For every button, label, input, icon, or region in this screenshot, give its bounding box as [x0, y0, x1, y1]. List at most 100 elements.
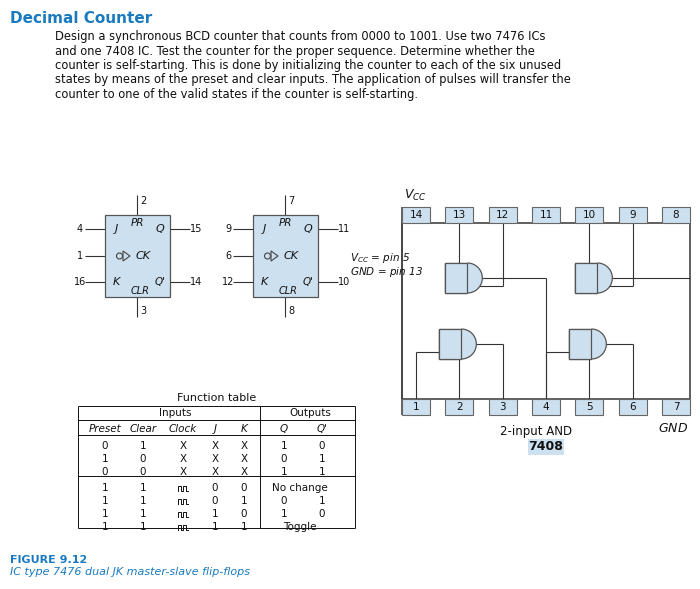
Bar	[489, 207, 517, 223]
Polygon shape	[592, 329, 606, 359]
Text: Q': Q'	[302, 277, 314, 287]
Text: J: J	[114, 224, 118, 234]
Text: 0: 0	[140, 467, 146, 477]
Polygon shape	[597, 263, 612, 293]
Text: 1: 1	[318, 454, 326, 464]
Text: 10: 10	[583, 210, 596, 220]
Text: 3: 3	[140, 306, 146, 316]
Text: 1: 1	[102, 483, 108, 493]
Bar	[402, 399, 430, 415]
Bar	[402, 207, 430, 223]
Text: 1: 1	[241, 496, 247, 506]
Text: 9: 9	[225, 224, 231, 234]
Text: X: X	[240, 441, 248, 451]
Text: 0: 0	[281, 454, 287, 464]
Text: 13: 13	[453, 210, 466, 220]
Text: K: K	[113, 277, 120, 287]
Text: 0: 0	[211, 483, 218, 493]
Text: 0: 0	[102, 441, 108, 451]
Text: X: X	[240, 454, 248, 464]
Bar	[575, 263, 597, 293]
Text: X: X	[211, 454, 218, 464]
Text: Q': Q'	[316, 424, 328, 434]
Text: 16: 16	[74, 277, 86, 287]
Bar	[662, 399, 690, 415]
Text: states by means of the preset and clear inputs. The application of pulses will t: states by means of the preset and clear …	[55, 74, 571, 87]
Text: 7: 7	[673, 402, 679, 412]
Text: 11: 11	[540, 210, 552, 220]
Text: CK: CK	[284, 251, 298, 261]
Text: 4: 4	[77, 224, 83, 234]
Bar	[532, 207, 560, 223]
Text: CLR: CLR	[131, 286, 149, 296]
Bar	[489, 399, 517, 415]
Text: X: X	[211, 467, 218, 477]
Bar	[445, 263, 468, 293]
Text: Outputs: Outputs	[289, 408, 331, 418]
Text: 1: 1	[77, 251, 83, 261]
Text: K: K	[241, 424, 247, 434]
Text: 1: 1	[102, 509, 108, 519]
Bar	[575, 399, 603, 415]
Text: 1: 1	[140, 509, 146, 519]
Text: 1: 1	[318, 496, 326, 506]
Text: $GND$: $GND$	[658, 422, 688, 435]
Bar	[569, 329, 591, 359]
Text: Toggle: Toggle	[284, 522, 316, 532]
Text: 1: 1	[281, 467, 287, 477]
Text: Q: Q	[280, 424, 288, 434]
Bar	[619, 399, 647, 415]
Text: 1: 1	[413, 402, 419, 412]
Text: FIGURE 9.12: FIGURE 9.12	[10, 555, 88, 565]
Text: 1: 1	[102, 522, 108, 532]
Bar	[619, 207, 647, 223]
Text: 15: 15	[190, 224, 202, 234]
Text: 6: 6	[225, 251, 231, 261]
Bar	[105, 215, 170, 297]
Text: $GND$ = pin 13: $GND$ = pin 13	[350, 265, 423, 279]
Text: IC type 7476 dual JK master-slave flip-flops: IC type 7476 dual JK master-slave flip-f…	[10, 567, 250, 577]
Text: 0: 0	[241, 483, 247, 493]
Text: 1: 1	[140, 441, 146, 451]
Text: 0: 0	[318, 441, 326, 451]
Bar	[528, 439, 564, 455]
Polygon shape	[468, 263, 482, 293]
Text: 1: 1	[281, 509, 287, 519]
Text: Q: Q	[304, 224, 312, 234]
Text: 1: 1	[211, 509, 218, 519]
Bar	[445, 399, 473, 415]
Text: 5: 5	[586, 402, 593, 412]
Polygon shape	[461, 329, 476, 359]
Text: PR: PR	[130, 218, 143, 228]
Text: Inputs: Inputs	[159, 408, 191, 418]
Text: Decimal Counter: Decimal Counter	[10, 11, 153, 26]
Text: X: X	[179, 467, 187, 477]
Text: Clock: Clock	[169, 424, 197, 434]
Text: 8: 8	[673, 210, 679, 220]
Text: 1: 1	[241, 522, 247, 532]
Text: and one 7408 IC. Test the counter for the proper sequence. Determine whether the: and one 7408 IC. Test the counter for th…	[55, 45, 535, 58]
Bar	[532, 399, 560, 415]
Text: 0: 0	[241, 509, 247, 519]
Text: Function table: Function table	[177, 393, 256, 403]
Text: counter to one of the valid states if the counter is self-starting.: counter to one of the valid states if th…	[55, 88, 418, 101]
Text: 1: 1	[102, 454, 108, 464]
Text: J: J	[262, 224, 265, 234]
Text: 0: 0	[102, 467, 108, 477]
Text: 12: 12	[222, 277, 235, 287]
Text: CLR: CLR	[279, 286, 298, 296]
Text: J: J	[214, 424, 216, 434]
Text: 0: 0	[281, 496, 287, 506]
Text: 1: 1	[102, 496, 108, 506]
Text: 14: 14	[190, 277, 202, 287]
Text: PR: PR	[279, 218, 292, 228]
Text: No change: No change	[272, 483, 328, 493]
Text: 3: 3	[499, 402, 506, 412]
Text: 1: 1	[211, 522, 218, 532]
Text: 9: 9	[629, 210, 636, 220]
Text: 6: 6	[629, 402, 636, 412]
Text: 1: 1	[140, 483, 146, 493]
Text: X: X	[240, 467, 248, 477]
Text: 0: 0	[318, 509, 326, 519]
Text: X: X	[179, 454, 187, 464]
